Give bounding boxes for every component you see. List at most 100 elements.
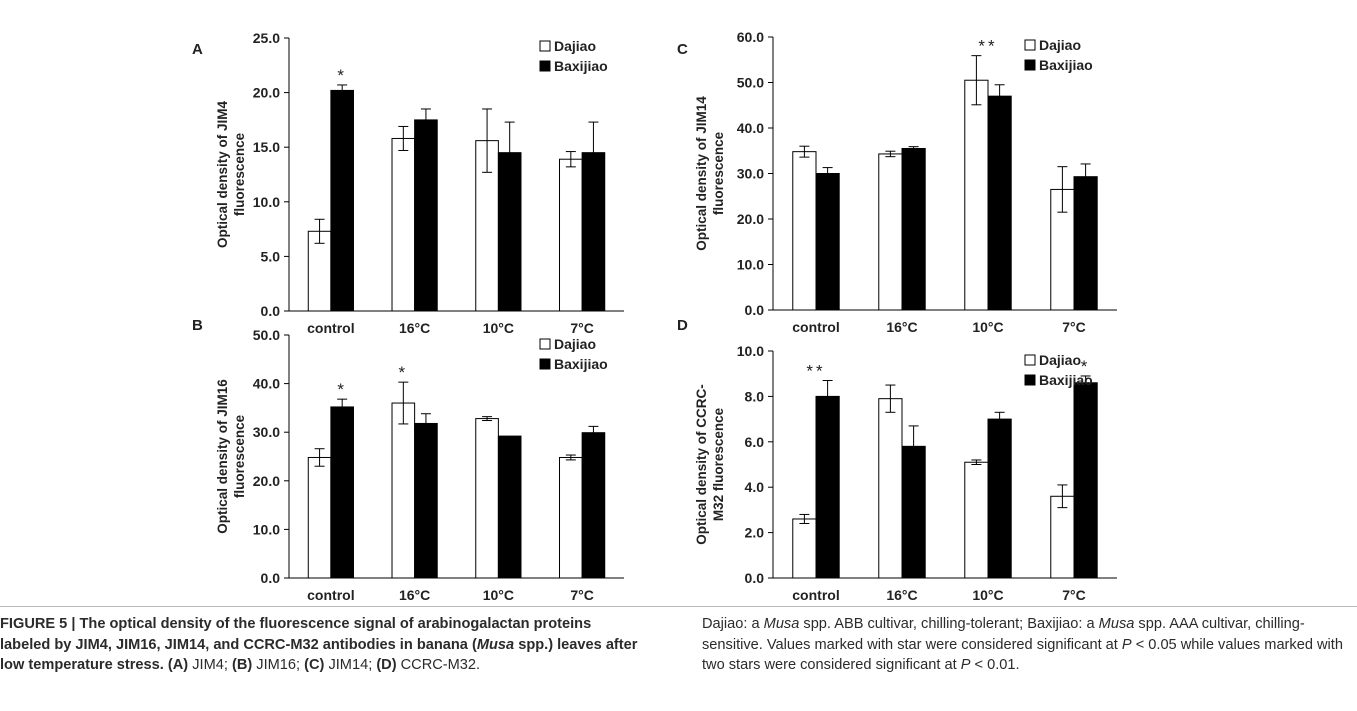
bar-dajiao xyxy=(559,158,583,312)
y-axis-label: Optical density of CCRC- M32 fluorescence xyxy=(694,384,726,545)
x-tick-label: 16°C xyxy=(886,587,917,600)
bar-dajiao xyxy=(964,79,989,311)
y-tick-label: 40.0 xyxy=(253,376,280,392)
bar-dajiao xyxy=(391,402,416,579)
y-axis-label-line: fluorescence xyxy=(232,132,247,216)
caption-figure-label: FIGURE 5 | xyxy=(0,616,80,632)
y-tick-label: 10.0 xyxy=(253,194,280,210)
y-tick-label: 0.0 xyxy=(261,303,281,319)
bar-baxijiao xyxy=(901,147,926,311)
y-axis-label-line: Optical density of JIM4 xyxy=(215,100,230,248)
y-tick-label: 10.0 xyxy=(253,521,280,537)
caption-p-symbol-2: P xyxy=(960,657,971,673)
legend-swatch-dajiao xyxy=(539,40,551,52)
legend-swatch-baxijiao xyxy=(539,60,551,72)
y-tick-label: 25.0 xyxy=(253,30,280,46)
y-tick-label: 20.0 xyxy=(737,211,764,227)
caption-right-text-5: < 0.01. xyxy=(970,657,1020,673)
y-tick-label: 6.0 xyxy=(745,434,765,450)
legend-swatch-dajiao xyxy=(1024,354,1036,366)
y-tick-label: 4.0 xyxy=(745,479,765,495)
y-tick-label: 30.0 xyxy=(253,424,280,440)
chart-panel-b: B 0.0 10.0 20.0 30.0 40.0 50.0 Optical density … xyxy=(192,317,624,600)
legend-label-baxijiao: Baxijiao xyxy=(554,356,608,372)
legend: Dajiao Baxijiao xyxy=(539,38,608,74)
bar-dajiao xyxy=(307,456,332,579)
caption-left: FIGURE 5 | The optical density of the fl… xyxy=(0,614,640,676)
y-tick-label: 0.0 xyxy=(261,570,281,586)
y-tick-label: 10.0 xyxy=(737,257,764,273)
legend-swatch-dajiao xyxy=(539,338,551,350)
y-tick-label: 8.0 xyxy=(745,388,765,404)
caption-panel-b-label: (B) xyxy=(231,657,253,673)
x-tick-label: 10°C xyxy=(972,587,1003,600)
bar-dajiao xyxy=(878,398,903,579)
y-axis-label: Optical density of JIM16 fluorescence xyxy=(215,379,247,534)
caption-title: The optical density of the fluorescence … xyxy=(0,616,592,653)
bar-baxijiao xyxy=(987,95,1012,311)
panel-label: D xyxy=(677,317,688,334)
legend: Dajiao Baxijiao xyxy=(539,336,608,372)
y-tick-label: 2.0 xyxy=(745,525,765,541)
bar-baxijiao xyxy=(581,432,606,579)
y-axis-label-line: fluorescence xyxy=(711,131,726,215)
bar-dajiao xyxy=(878,153,903,311)
caption-p-symbol-1: P xyxy=(1121,636,1132,653)
bar-dajiao xyxy=(1050,495,1075,579)
legend-label-dajiao: Dajiao xyxy=(554,38,596,54)
caption-right-text-3: spp. AAA cultivar, chilling-sensitive. V… xyxy=(702,616,1305,653)
legend-label-baxijiao: Baxijiao xyxy=(1039,372,1093,388)
x-tick-label: 16°C xyxy=(886,319,917,335)
caption-panel-d-text: CCRC-M32. xyxy=(396,657,481,673)
bar-baxijiao xyxy=(1073,176,1098,311)
y-axis-label-line: Optical density of JIM14 xyxy=(694,96,709,251)
caption-right-text-1: Dajiao: a xyxy=(702,616,764,632)
y-axis-label-line: Optical density of JIM16 xyxy=(215,379,230,534)
x-tick-label: control xyxy=(792,319,839,335)
legend: Dajiao Baxijiao xyxy=(1024,37,1093,73)
bar-baxijiao xyxy=(815,395,840,579)
y-axis-label: Optical density of JIM14 fluorescence xyxy=(694,96,726,251)
figure-charts: A 0.0 5.0 10.0 15.0 20.0 25.0 Optical density o… xyxy=(192,29,1117,600)
legend-swatch-baxijiao xyxy=(1024,59,1036,71)
y-tick-label: 20.0 xyxy=(253,85,280,101)
panel-label: A xyxy=(192,41,203,58)
chart-panel-d: D 0.0 2.0 4.0 6.0 8.0 10.0 Optical density of C… xyxy=(677,317,1117,600)
caption-right-text-2: spp. ABB cultivar, chilling-tolerant; Ba… xyxy=(799,616,1099,632)
y-tick-label: 40.0 xyxy=(737,120,764,136)
y-axis-label-line: M32 fluorescence xyxy=(711,407,726,521)
legend: Dajiao Baxijiao xyxy=(1024,352,1093,388)
y-tick-label: 50.0 xyxy=(737,75,764,91)
significance-star: * xyxy=(1081,357,1091,376)
legend-label-baxijiao: Baxijiao xyxy=(1039,57,1093,73)
bar-baxijiao xyxy=(497,435,522,579)
caption-panel-c-label: (C) xyxy=(304,657,325,673)
x-tick-label: 10°C xyxy=(483,320,514,336)
bar-dajiao xyxy=(475,418,499,579)
y-tick-label: 30.0 xyxy=(737,166,764,182)
bar-dajiao xyxy=(391,137,416,312)
legend-label-dajiao: Dajiao xyxy=(554,336,596,352)
bar-dajiao xyxy=(792,518,817,579)
caption-panel-a-label: (A) xyxy=(167,657,189,673)
significance-star: * xyxy=(399,363,409,382)
significance-star: * xyxy=(337,66,347,85)
x-tick-label: 16°C xyxy=(399,320,430,336)
legend-swatch-baxijiao xyxy=(539,358,551,370)
caption-right-genus-2: Musa xyxy=(1098,616,1135,632)
legend-label-dajiao: Dajiao xyxy=(1039,37,1081,53)
bar-dajiao xyxy=(964,461,989,579)
panel-label: B xyxy=(192,317,203,334)
caption-title-genus: Musa xyxy=(476,636,515,653)
y-tick-label: 0.0 xyxy=(745,570,765,586)
caption-title-end: spp.) leaves after low temperature stres… xyxy=(0,636,638,674)
x-tick-label: 7°C xyxy=(1062,319,1086,335)
y-tick-label: 20.0 xyxy=(253,473,280,489)
caption-panel-c-text: JIM14; xyxy=(324,657,377,673)
bar-baxijiao xyxy=(414,422,438,579)
y-axis-label-line: fluorescence xyxy=(232,414,247,498)
panel-label: C xyxy=(677,41,688,58)
bar-dajiao xyxy=(792,151,817,311)
x-tick-label: control xyxy=(307,320,354,336)
y-axis-label-line: Optical density of CCRC- xyxy=(694,384,709,545)
